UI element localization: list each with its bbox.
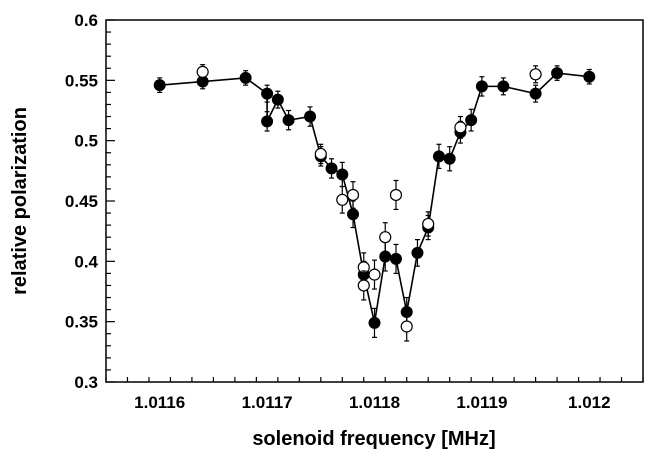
filled-point [261, 87, 274, 100]
filled-point [271, 93, 284, 106]
y-tick-label: 0.5 [74, 132, 98, 151]
filled-point [551, 67, 564, 80]
open-point [196, 65, 209, 78]
filled-point [368, 316, 381, 329]
y-tick-label: 0.6 [74, 11, 98, 30]
series-open-circles [196, 64, 542, 342]
filled-point [325, 162, 338, 175]
open-point [379, 231, 392, 244]
filled-point [261, 115, 274, 128]
series-line [159, 72, 590, 324]
filled-point [432, 150, 445, 163]
series-layer [153, 64, 596, 342]
y-tick-label: 0.4 [74, 252, 98, 271]
filled-point [497, 80, 510, 93]
x-tick-label: 1.0118 [349, 393, 400, 412]
axis-ticks [105, 19, 644, 383]
open-point [357, 279, 370, 292]
filled-point [529, 87, 542, 100]
filled-point [347, 208, 360, 221]
y-axis-label: relative polarization [9, 107, 31, 295]
x-tick-label: 1.012 [568, 393, 611, 412]
filled-point [411, 246, 424, 259]
filled-point [465, 114, 478, 127]
filled-point [379, 250, 392, 263]
open-point [389, 188, 403, 202]
filled-point [239, 71, 252, 84]
open-point [336, 193, 349, 206]
y-tick-label: 0.45 [65, 192, 98, 211]
open-point [346, 188, 360, 202]
filled-point [282, 114, 295, 127]
y-tick-label: 0.55 [65, 71, 98, 90]
filled-point [389, 252, 402, 265]
y-tick-label: 0.3 [74, 373, 98, 392]
open-point [400, 320, 413, 333]
x-tick-label: 1.0117 [242, 393, 293, 412]
x-axis-label: solenoid frequency [MHz] [252, 428, 495, 449]
open-point [529, 68, 542, 81]
open-point [368, 268, 381, 281]
series-filled-circles [153, 65, 596, 338]
tick-labels: 1.0116 1.0117 1.0118 1.0119 1.012 0.3 0.35 0.4 0… [65, 11, 611, 412]
filled-point [475, 80, 488, 93]
plot-area: 1.0116 1.0117 1.0118 1.0119 1.012 0.3 0.35 0.4 0… [65, 11, 644, 412]
x-tick-label: 1.0119 [456, 393, 507, 412]
filled-point [583, 70, 596, 83]
x-tick-label: 1.0116 [134, 393, 185, 412]
open-point [314, 147, 327, 161]
filled-point [336, 168, 349, 181]
y-tick-label: 0.35 [65, 313, 98, 332]
filled-point [443, 152, 456, 165]
open-point [422, 217, 435, 231]
filled-point [304, 110, 317, 123]
open-point [454, 121, 467, 134]
filled-point [153, 79, 166, 92]
